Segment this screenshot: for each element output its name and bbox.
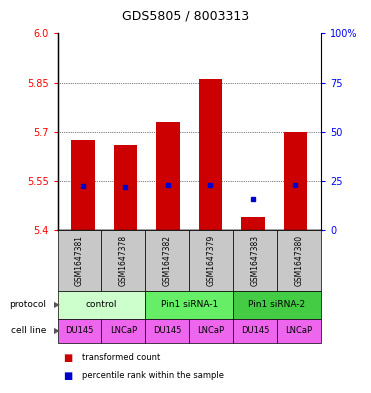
Bar bbox=[156, 122, 180, 230]
Text: ▶: ▶ bbox=[54, 327, 60, 335]
Text: GSM1647380: GSM1647380 bbox=[295, 235, 303, 286]
Text: DU145: DU145 bbox=[65, 327, 93, 335]
Text: GSM1647382: GSM1647382 bbox=[163, 235, 172, 286]
Text: DU145: DU145 bbox=[153, 327, 181, 335]
Text: ■: ■ bbox=[63, 353, 72, 362]
Text: LNCaP: LNCaP bbox=[110, 327, 137, 335]
Text: Pin1 siRNA-2: Pin1 siRNA-2 bbox=[249, 301, 306, 309]
Bar bbox=[199, 79, 222, 230]
Text: GSM1647378: GSM1647378 bbox=[119, 235, 128, 286]
Text: transformed count: transformed count bbox=[82, 353, 160, 362]
Text: ■: ■ bbox=[63, 371, 72, 381]
Text: LNCaP: LNCaP bbox=[285, 327, 312, 335]
Text: ▶: ▶ bbox=[54, 301, 60, 309]
Bar bbox=[284, 132, 307, 230]
Text: protocol: protocol bbox=[9, 301, 46, 309]
Text: percentile rank within the sample: percentile rank within the sample bbox=[82, 371, 224, 380]
Text: cell line: cell line bbox=[11, 327, 46, 335]
Text: Pin1 siRNA-1: Pin1 siRNA-1 bbox=[161, 301, 218, 309]
Bar bbox=[114, 145, 137, 230]
Text: GDS5805 / 8003313: GDS5805 / 8003313 bbox=[122, 9, 249, 22]
Text: LNCaP: LNCaP bbox=[198, 327, 225, 335]
Text: GSM1647381: GSM1647381 bbox=[75, 235, 84, 286]
Bar bbox=[71, 140, 95, 230]
Text: DU145: DU145 bbox=[241, 327, 269, 335]
Text: control: control bbox=[86, 301, 117, 309]
Text: GSM1647383: GSM1647383 bbox=[250, 235, 260, 286]
Text: GSM1647379: GSM1647379 bbox=[207, 235, 216, 286]
Bar bbox=[241, 217, 265, 230]
